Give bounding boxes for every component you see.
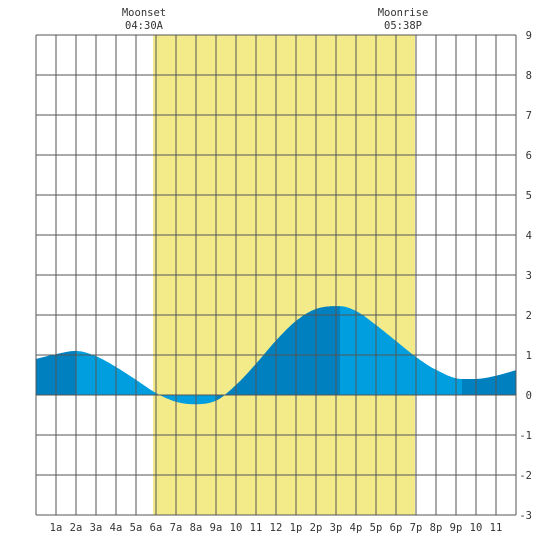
x-tick-label: 8p: [430, 522, 443, 534]
x-tick-label: 6a: [150, 522, 163, 534]
x-tick-label: 8a: [190, 522, 203, 534]
x-tick-label: 11: [490, 522, 503, 534]
x-tick-label: 2a: [70, 522, 83, 534]
y-tick-label: -3: [519, 510, 532, 522]
grid-lines: [35, 34, 517, 516]
moonset-time: 04:30A: [125, 20, 164, 32]
x-tick-label: 4p: [350, 522, 363, 534]
x-tick-label: 5p: [370, 522, 383, 534]
x-tick-label: 2p: [310, 522, 323, 534]
x-tick-label: 9p: [450, 522, 463, 534]
x-tick-label: 1a: [50, 522, 63, 534]
x-tick-label: 6p: [390, 522, 403, 534]
moonset-label: Moonset: [122, 7, 166, 19]
x-tick-label: 3a: [90, 522, 103, 534]
y-tick-label: 6: [526, 150, 532, 162]
x-tick-label: 7a: [170, 522, 183, 534]
x-tick-label: 4a: [110, 522, 123, 534]
y-tick-label: 3: [526, 270, 532, 282]
x-tick-label: 10: [470, 522, 483, 534]
x-axis-labels: 1a 2a 3a 4a 5a 6a 7a 8a 9a 10 11 12 1p 2p 3p 4p 5p 6p 7p 8p…: [50, 522, 503, 534]
x-tick-label: 9a: [210, 522, 223, 534]
y-tick-label: -2: [519, 470, 532, 482]
y-tick-label: 5: [526, 190, 532, 202]
y-tick-label: 0: [526, 390, 532, 402]
y-tick-label: 9: [526, 30, 532, 42]
x-tick-label: 1p: [290, 522, 303, 534]
y-axis-labels: 9 8 7 6 5 4 3 2 1 0 -1 -2 -3: [519, 30, 532, 522]
moonrise-time: 05:38P: [384, 20, 422, 32]
x-tick-label: 3p: [330, 522, 343, 534]
x-tick-label: 5a: [130, 522, 143, 534]
y-tick-label: 4: [526, 230, 532, 242]
y-tick-label: -1: [519, 430, 532, 442]
x-tick-label: 10: [230, 522, 243, 534]
y-tick-label: 2: [526, 310, 532, 322]
x-tick-label: 7p: [410, 522, 423, 534]
x-tick-label: 11: [250, 522, 263, 534]
y-tick-label: 8: [526, 70, 532, 82]
moonrise-label: Moonrise: [378, 7, 429, 19]
x-tick-label: 12: [270, 522, 283, 534]
y-tick-label: 7: [526, 110, 532, 122]
y-tick-label: 1: [526, 350, 532, 362]
